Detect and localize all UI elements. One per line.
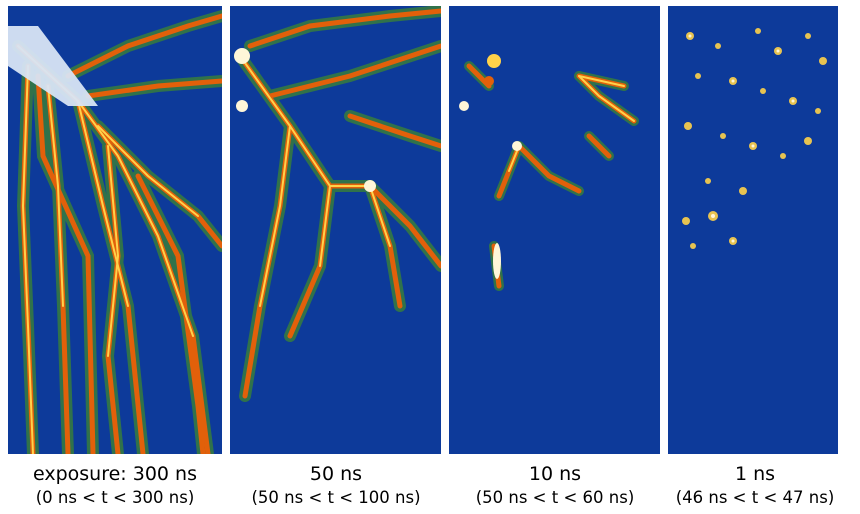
exposure-label: 50 ns — [225, 462, 447, 486]
streamer-image-300ns — [8, 6, 222, 454]
streamer-image-10ns-graphic — [449, 6, 660, 454]
streamer-image-50ns — [230, 6, 441, 454]
exposure-label: 1 ns — [655, 462, 855, 486]
time-window-label: (0 ns < t < 300 ns) — [0, 486, 230, 510]
caption-panel-3: 10 ns (50 ns < t < 60 ns) — [444, 462, 666, 510]
exposure-label: 10 ns — [444, 462, 666, 486]
streamer-image-10ns — [449, 6, 660, 454]
time-window-label: (46 ns < t < 47 ns) — [655, 486, 855, 510]
streamer-image-1ns-graphic — [668, 6, 838, 454]
caption-panel-1: exposure: 300 ns (0 ns < t < 300 ns) — [0, 462, 230, 510]
streamer-image-50ns-graphic — [230, 6, 441, 454]
time-window-label: (50 ns < t < 100 ns) — [225, 486, 447, 510]
time-window-label: (50 ns < t < 60 ns) — [444, 486, 666, 510]
caption-panel-4: 1 ns (46 ns < t < 47 ns) — [655, 462, 855, 510]
exposure-label: exposure: 300 ns — [0, 462, 230, 486]
streamer-image-300ns-graphic — [8, 6, 222, 454]
streamer-image-1ns — [668, 6, 838, 454]
caption-panel-2: 50 ns (50 ns < t < 100 ns) — [225, 462, 447, 510]
